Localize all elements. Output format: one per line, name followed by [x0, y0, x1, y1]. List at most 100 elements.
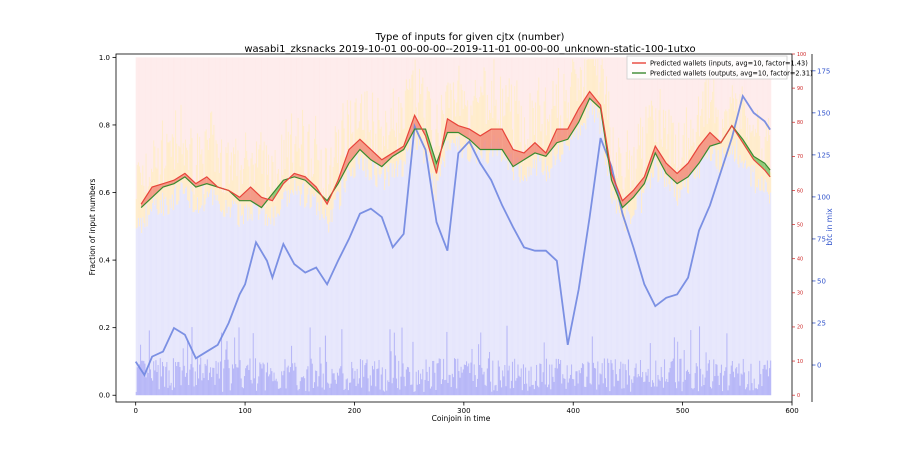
bar-segment-blue: [743, 372, 745, 396]
bar-segment-light-blue: [166, 205, 168, 363]
bar-segment-light-blue: [230, 207, 232, 384]
bar-segment-blue: [350, 382, 352, 396]
bar-segment-light-blue: [278, 215, 281, 389]
bar-segment-blue: [556, 368, 558, 396]
bar-segment-red: [355, 57, 357, 99]
bar-segment-blue: [390, 351, 392, 396]
bar-segment-blue: [659, 380, 661, 396]
bar-segment-light-blue: [629, 214, 631, 376]
bar-segment-orange: [309, 189, 311, 209]
bar-segment-red: [648, 57, 650, 106]
bar-segment-light-blue: [748, 166, 750, 372]
bar-segment-orange: [330, 147, 332, 210]
bar-segment-light-blue: [702, 150, 704, 375]
bar-segment-red: [329, 57, 331, 166]
bar-segment-blue: [533, 389, 535, 396]
bar-segment-orange: [444, 120, 446, 168]
bar-segment-red: [256, 57, 258, 142]
bar-segment-blue: [143, 361, 145, 396]
bar-segment-blue: [338, 375, 340, 396]
bar-segment-orange: [609, 127, 611, 172]
bar-segment-red: [533, 57, 535, 135]
bar-segment-orange: [516, 80, 518, 158]
bar-segment-blue: [335, 383, 337, 396]
bar-segment-blue: [588, 362, 590, 396]
bar-segment-red: [311, 57, 313, 177]
bar-segment-orange: [670, 115, 672, 177]
bar-segment-light-blue: [539, 161, 541, 364]
bar-segment-blue: [391, 383, 393, 396]
bar-segment-blue: [357, 383, 359, 396]
bar-segment-blue: [283, 370, 285, 396]
bar-segment-blue: [662, 387, 665, 396]
bar-segment-light-blue: [387, 171, 389, 381]
bar-segment-orange: [696, 114, 698, 177]
bar-segment-light-blue: [706, 158, 708, 371]
bar-segment-red: [457, 57, 459, 81]
bar-segment-blue: [239, 360, 241, 396]
bar-segment-orange: [398, 97, 400, 165]
bar-segment-red: [165, 57, 167, 166]
bar-segment-light-blue: [455, 146, 457, 360]
bar-segment-blue: [746, 387, 748, 396]
bar-segment-light-blue: [199, 210, 201, 365]
bar-segment-red: [276, 57, 278, 174]
bar-segment-red: [749, 57, 751, 125]
bar-segment-orange: [308, 124, 310, 188]
bar-segment-orange: [667, 134, 669, 174]
bar-segment-orange: [135, 198, 137, 229]
bar-segment-red: [214, 57, 216, 172]
bar-segment-orange: [585, 99, 587, 130]
bar-segment-light-blue: [428, 161, 430, 367]
bar-segment-orange: [573, 61, 575, 128]
bar-segment-orange: [235, 138, 237, 204]
bar-segment-orange: [251, 152, 253, 221]
bar-segment-light-blue: [769, 203, 771, 369]
bar-segment-orange: [702, 91, 704, 151]
bar-segment-orange: [440, 94, 442, 165]
bar-segment-red: [264, 57, 266, 208]
bar-segment-blue: [491, 391, 493, 396]
legend-label-outputs: Predicted wallets (outputs, avg=10, fact…: [650, 70, 813, 78]
bar-segment-blue: [737, 373, 739, 396]
bar-segment-blue: [365, 363, 367, 396]
bar-segment-red: [506, 57, 508, 103]
bar-segment-red: [198, 57, 200, 183]
bar-segment-red: [511, 57, 514, 130]
bar-segment-orange: [193, 194, 195, 212]
bar-segment-light-blue: [517, 157, 519, 365]
bar-segment-light-blue: [673, 197, 675, 338]
bar-segment-blue: [278, 388, 281, 396]
bar-segment-red: [448, 57, 450, 109]
bar-segment-blue: [466, 361, 468, 396]
bar-segment-blue: [697, 391, 700, 396]
bar-segment-orange: [192, 186, 194, 213]
bar-segment-red: [623, 57, 625, 208]
bar-segment-light-blue: [525, 177, 527, 368]
bar-segment-red: [306, 57, 308, 178]
bar-segment-red: [631, 57, 633, 156]
bar-segment-blue: [385, 369, 387, 396]
bar-segment-blue: [292, 363, 294, 396]
bar-segment-red: [755, 57, 758, 133]
bar-segment-blue: [712, 381, 714, 396]
bar-segment-blue: [591, 336, 593, 396]
bar-segment-orange: [638, 145, 640, 194]
bar-segment-red: [294, 57, 296, 145]
bar-segment-blue: [175, 362, 177, 396]
y3-tick-label: 50: [817, 277, 826, 285]
bar-segment-blue: [644, 381, 646, 396]
bar-segment-light-blue: [731, 154, 733, 361]
bar-segment-blue: [347, 390, 349, 396]
bar-segment-red: [509, 57, 511, 112]
bar-segment-red: [468, 57, 470, 137]
bar-segment-blue: [520, 368, 522, 396]
bar-segment-blue: [412, 341, 414, 396]
bar-segment-orange: [263, 141, 265, 209]
bar-segment-orange: [584, 59, 586, 124]
bar-segment-orange: [634, 190, 636, 210]
bar-segment-light-blue: [362, 170, 364, 361]
bar-segment-red: [473, 57, 475, 96]
bar-segment-orange: [664, 127, 666, 188]
bar-segment-blue: [196, 358, 199, 396]
